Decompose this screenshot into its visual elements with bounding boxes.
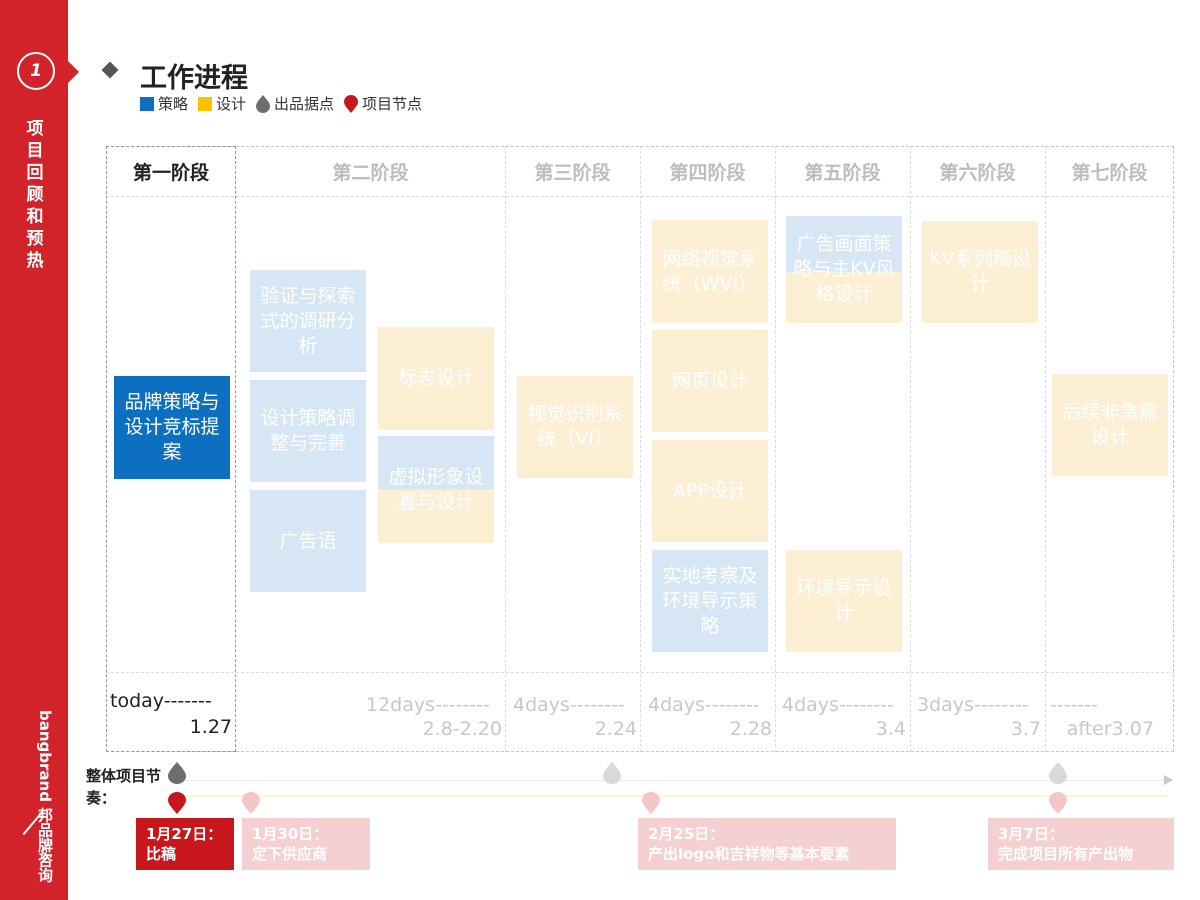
task-strategy: 验证与探索式的调研分析 xyxy=(250,270,366,372)
task-strategy-design: 广告画面策略与主KV风格设计 xyxy=(786,216,902,323)
task-design: 网页设计 xyxy=(652,330,768,432)
timeline-date: 2.8-2.20 xyxy=(422,718,502,740)
output-axis xyxy=(178,780,1168,781)
milestone-date: 1月30日： xyxy=(252,825,329,843)
milestone-note: 3月7日： 完成项目所有产出物 xyxy=(988,818,1174,870)
rhythm-label: 整体项目节奏： xyxy=(86,767,162,807)
page-number: 8 xyxy=(40,848,49,863)
strategy-square-icon xyxy=(140,96,154,111)
task-design: APP设计 xyxy=(652,440,768,542)
milestone-pin-icon xyxy=(168,792,186,814)
task-design: KV系列稿设计 xyxy=(922,221,1038,323)
phase-header-2: 第二阶段 xyxy=(332,162,409,184)
timeline-date: 3.4 xyxy=(875,718,906,740)
milestone-text: 定下供应商 xyxy=(252,845,328,863)
section-title: 项目回顾和预热 xyxy=(26,119,44,271)
milestone-note: 1月30日： 定下供应商 xyxy=(242,818,370,870)
milestone-note: 1月27日： 比稿 xyxy=(136,818,234,870)
grid-divider xyxy=(106,196,1174,197)
task-design: 视觉识别系统（VI） xyxy=(517,376,633,478)
grid-divider xyxy=(910,146,911,752)
milestone-date: 2月25日： xyxy=(648,825,725,843)
milestone-pin-icon xyxy=(642,792,660,814)
page-title: 工作进程 xyxy=(140,63,248,94)
milestone-text: 比稿 xyxy=(146,845,177,863)
grid-divider xyxy=(775,146,776,752)
milestone-date: 3月7日： xyxy=(998,825,1064,843)
design-square-icon xyxy=(198,96,213,111)
phase-header-3: 第三阶段 xyxy=(534,162,611,184)
task-design: 标志设计 xyxy=(378,327,494,430)
sidebar-pointer-icon xyxy=(68,61,79,83)
timeline-date: 2.28 xyxy=(729,718,772,740)
legend-label-design: 设计 xyxy=(216,95,247,113)
output-point-pin-icon xyxy=(603,762,621,784)
timeline-date: 3.7 xyxy=(1010,718,1041,740)
task-design: 后续非急需设计 xyxy=(1052,374,1168,476)
milestone-pin-icon xyxy=(344,94,359,113)
legend-label-milestone: 项目节点 xyxy=(362,95,423,113)
output-point-pin-icon xyxy=(256,94,271,113)
task-strategy: 设计策略调整与完善 xyxy=(250,380,366,482)
timeline-duration: today------- xyxy=(110,690,212,712)
milestone-note: 2月25日： 产出logo和吉祥物等基本要素 xyxy=(638,818,896,870)
grid-divider xyxy=(505,146,506,752)
task-strategy: 品牌策略与设计竞标提案 xyxy=(114,376,230,479)
sidebar: 1 项目回顾和预热 bangbrand 邦品牌咨询 8 xyxy=(0,0,68,900)
timeline-duration: 4days-------- xyxy=(782,694,894,716)
phase-header-7: 第七阶段 xyxy=(1071,162,1148,184)
phase-header-5: 第五阶段 xyxy=(804,162,881,184)
task-design: 虚拟形象设置与设计 xyxy=(378,436,494,543)
brand-logo-text: bangbrand 邦品牌咨询 xyxy=(36,710,54,883)
legend-label-strategy: 策略 xyxy=(158,95,189,113)
task-design: 环境导示设计 xyxy=(786,550,902,652)
timeline-duration: 12days-------- xyxy=(366,694,490,716)
phase-header-6: 第六阶段 xyxy=(939,162,1016,184)
timeline-duration: ------- xyxy=(1050,694,1098,716)
current-stage-highlight xyxy=(106,146,236,752)
grid-divider xyxy=(106,672,1174,673)
section-number-badge: 1 xyxy=(17,52,55,90)
milestone-date: 1月27日： xyxy=(146,825,223,843)
diamond-bullet-icon xyxy=(101,61,119,79)
milestone-text: 完成项目所有产出物 xyxy=(998,845,1134,863)
milestone-pin-icon xyxy=(242,792,260,814)
output-point-pin-icon xyxy=(1049,762,1067,784)
phase-header-1: 第一阶段 xyxy=(132,162,209,184)
task-design: 网络视觉系统（WVI） xyxy=(652,220,768,323)
task-strategy: 广告语 xyxy=(250,490,366,592)
milestone-text: 产出logo和吉祥物等基本要素 xyxy=(648,845,850,863)
axis-arrow-icon xyxy=(1164,775,1173,785)
timeline-duration: 4days-------- xyxy=(513,694,625,716)
timeline-duration: 4days-------- xyxy=(648,694,760,716)
phase-header-4: 第四阶段 xyxy=(669,162,746,184)
timeline-date: 1.27 xyxy=(189,716,232,738)
grid-divider xyxy=(1045,146,1046,752)
legend-label-output: 出品据点 xyxy=(274,95,335,113)
grid-divider xyxy=(640,146,641,752)
timeline-duration: 3days-------- xyxy=(917,694,1029,716)
legend: 策略 设计 出品据点 项目节点 xyxy=(140,93,432,114)
milestone-axis xyxy=(178,795,1168,797)
timeline-date: after3.07 xyxy=(1066,718,1154,740)
output-point-pin-icon xyxy=(168,762,186,784)
task-strategy: 实地考察及环境导示策略 xyxy=(652,550,768,652)
milestone-pin-icon xyxy=(1049,792,1067,814)
timeline-date: 2.24 xyxy=(594,718,637,740)
